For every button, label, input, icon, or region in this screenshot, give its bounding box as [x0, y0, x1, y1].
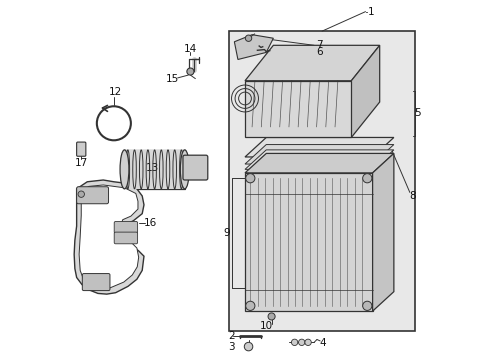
- FancyBboxPatch shape: [76, 187, 109, 204]
- Circle shape: [78, 191, 84, 197]
- Text: 12: 12: [109, 87, 122, 97]
- Text: 15: 15: [166, 74, 179, 84]
- Circle shape: [245, 342, 253, 351]
- Text: 3: 3: [228, 342, 235, 352]
- Text: 13: 13: [146, 163, 159, 172]
- Text: 11: 11: [184, 166, 197, 176]
- Text: 1: 1: [368, 6, 375, 17]
- Circle shape: [292, 339, 298, 346]
- Bar: [229, 31, 415, 330]
- Polygon shape: [234, 35, 273, 59]
- Circle shape: [187, 68, 194, 75]
- Polygon shape: [245, 145, 394, 164]
- Text: 16: 16: [144, 218, 157, 228]
- Circle shape: [298, 339, 305, 346]
- Text: 6: 6: [316, 47, 323, 57]
- Polygon shape: [245, 81, 351, 138]
- Text: 14: 14: [184, 44, 197, 54]
- Circle shape: [363, 174, 372, 183]
- Text: 4: 4: [319, 338, 326, 348]
- Circle shape: [245, 174, 255, 183]
- Text: 10: 10: [260, 321, 273, 331]
- Text: 7: 7: [316, 40, 323, 50]
- Bar: [124, 150, 185, 189]
- Circle shape: [245, 301, 255, 310]
- Text: 17: 17: [74, 158, 88, 168]
- Ellipse shape: [180, 150, 189, 189]
- FancyBboxPatch shape: [76, 142, 86, 156]
- Polygon shape: [79, 185, 139, 288]
- Ellipse shape: [120, 150, 129, 189]
- Text: 9: 9: [223, 228, 230, 238]
- Circle shape: [305, 339, 311, 346]
- FancyBboxPatch shape: [114, 232, 138, 244]
- Polygon shape: [74, 180, 144, 294]
- Polygon shape: [245, 138, 394, 157]
- Polygon shape: [245, 45, 380, 81]
- Polygon shape: [245, 173, 372, 311]
- FancyBboxPatch shape: [183, 155, 208, 180]
- Polygon shape: [245, 153, 394, 173]
- FancyBboxPatch shape: [82, 274, 110, 291]
- Polygon shape: [245, 150, 394, 169]
- Circle shape: [245, 35, 252, 41]
- FancyBboxPatch shape: [114, 221, 138, 233]
- Text: 5: 5: [415, 108, 421, 118]
- Polygon shape: [372, 153, 394, 311]
- Text: 2: 2: [228, 331, 235, 341]
- Polygon shape: [351, 45, 380, 138]
- Text: 8: 8: [409, 190, 416, 201]
- Circle shape: [268, 313, 275, 320]
- Circle shape: [363, 301, 372, 310]
